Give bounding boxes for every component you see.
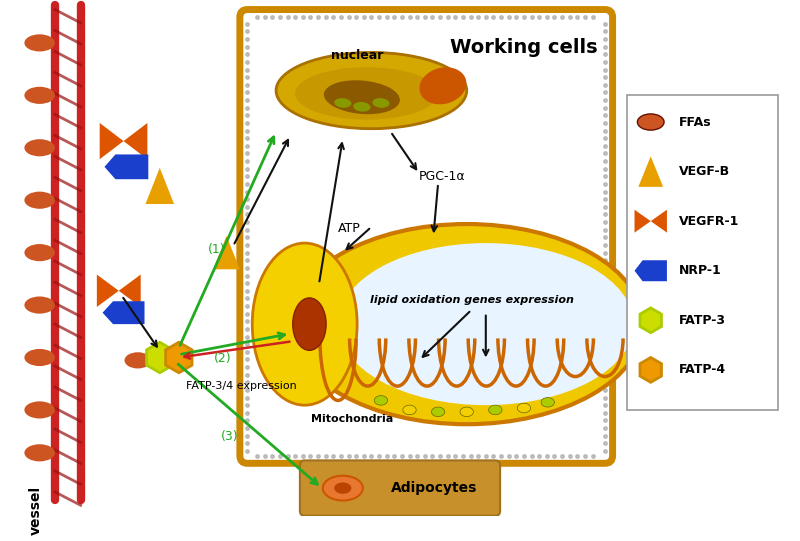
Ellipse shape (431, 407, 445, 417)
Text: FATP-3/4 expression: FATP-3/4 expression (186, 381, 296, 391)
Polygon shape (123, 123, 147, 159)
Text: FFAs: FFAs (679, 116, 712, 129)
Polygon shape (100, 123, 123, 159)
Text: Adipocytes: Adipocytes (390, 481, 477, 495)
Ellipse shape (24, 87, 55, 104)
Polygon shape (102, 301, 145, 324)
FancyBboxPatch shape (240, 10, 613, 463)
Ellipse shape (334, 483, 351, 494)
Ellipse shape (372, 98, 390, 108)
Ellipse shape (24, 244, 55, 261)
Ellipse shape (324, 80, 400, 114)
Polygon shape (213, 236, 240, 269)
Ellipse shape (541, 398, 554, 407)
Polygon shape (118, 274, 141, 307)
Text: ATP: ATP (338, 222, 361, 235)
Ellipse shape (322, 476, 363, 500)
Text: VEGFR-1: VEGFR-1 (679, 215, 740, 228)
Text: nuclear: nuclear (331, 49, 383, 62)
Text: FATP-3: FATP-3 (679, 314, 726, 327)
Ellipse shape (338, 243, 634, 405)
FancyBboxPatch shape (627, 95, 778, 410)
Polygon shape (634, 210, 650, 233)
Polygon shape (299, 267, 330, 305)
Ellipse shape (334, 98, 351, 108)
Ellipse shape (290, 224, 643, 424)
FancyBboxPatch shape (300, 460, 500, 516)
Text: lipid oxidation genes expression: lipid oxidation genes expression (370, 295, 574, 305)
Polygon shape (166, 342, 192, 373)
Polygon shape (638, 156, 663, 187)
Polygon shape (640, 358, 662, 382)
Ellipse shape (24, 444, 55, 461)
Polygon shape (634, 260, 667, 281)
Text: vessel: vessel (29, 486, 43, 535)
Ellipse shape (24, 349, 55, 366)
Text: Working cells: Working cells (450, 38, 598, 57)
Ellipse shape (403, 405, 416, 415)
Text: NRP-1: NRP-1 (679, 264, 722, 277)
Text: FATP-4: FATP-4 (679, 364, 726, 377)
Ellipse shape (125, 352, 151, 368)
Ellipse shape (24, 401, 55, 419)
Ellipse shape (374, 395, 388, 405)
Ellipse shape (460, 407, 474, 417)
Text: (1): (1) (207, 242, 225, 256)
Ellipse shape (489, 405, 502, 415)
Polygon shape (146, 168, 174, 204)
Polygon shape (640, 308, 662, 333)
Polygon shape (146, 342, 173, 373)
Text: PGC-1α: PGC-1α (419, 170, 466, 183)
Ellipse shape (24, 139, 55, 156)
Ellipse shape (24, 296, 55, 314)
Text: (3): (3) (221, 431, 238, 444)
Polygon shape (105, 154, 148, 179)
Text: (2): (2) (214, 352, 232, 365)
Polygon shape (650, 210, 667, 233)
Ellipse shape (518, 403, 530, 413)
Text: VEGF-B: VEGF-B (679, 165, 730, 178)
Ellipse shape (354, 102, 370, 111)
Ellipse shape (276, 52, 466, 129)
Ellipse shape (638, 114, 664, 130)
Ellipse shape (295, 67, 438, 120)
Ellipse shape (293, 298, 326, 351)
Polygon shape (97, 274, 118, 307)
Ellipse shape (24, 34, 55, 51)
Ellipse shape (252, 243, 357, 405)
Text: Mitochondria: Mitochondria (311, 414, 394, 425)
Ellipse shape (419, 67, 466, 104)
Ellipse shape (24, 192, 55, 209)
